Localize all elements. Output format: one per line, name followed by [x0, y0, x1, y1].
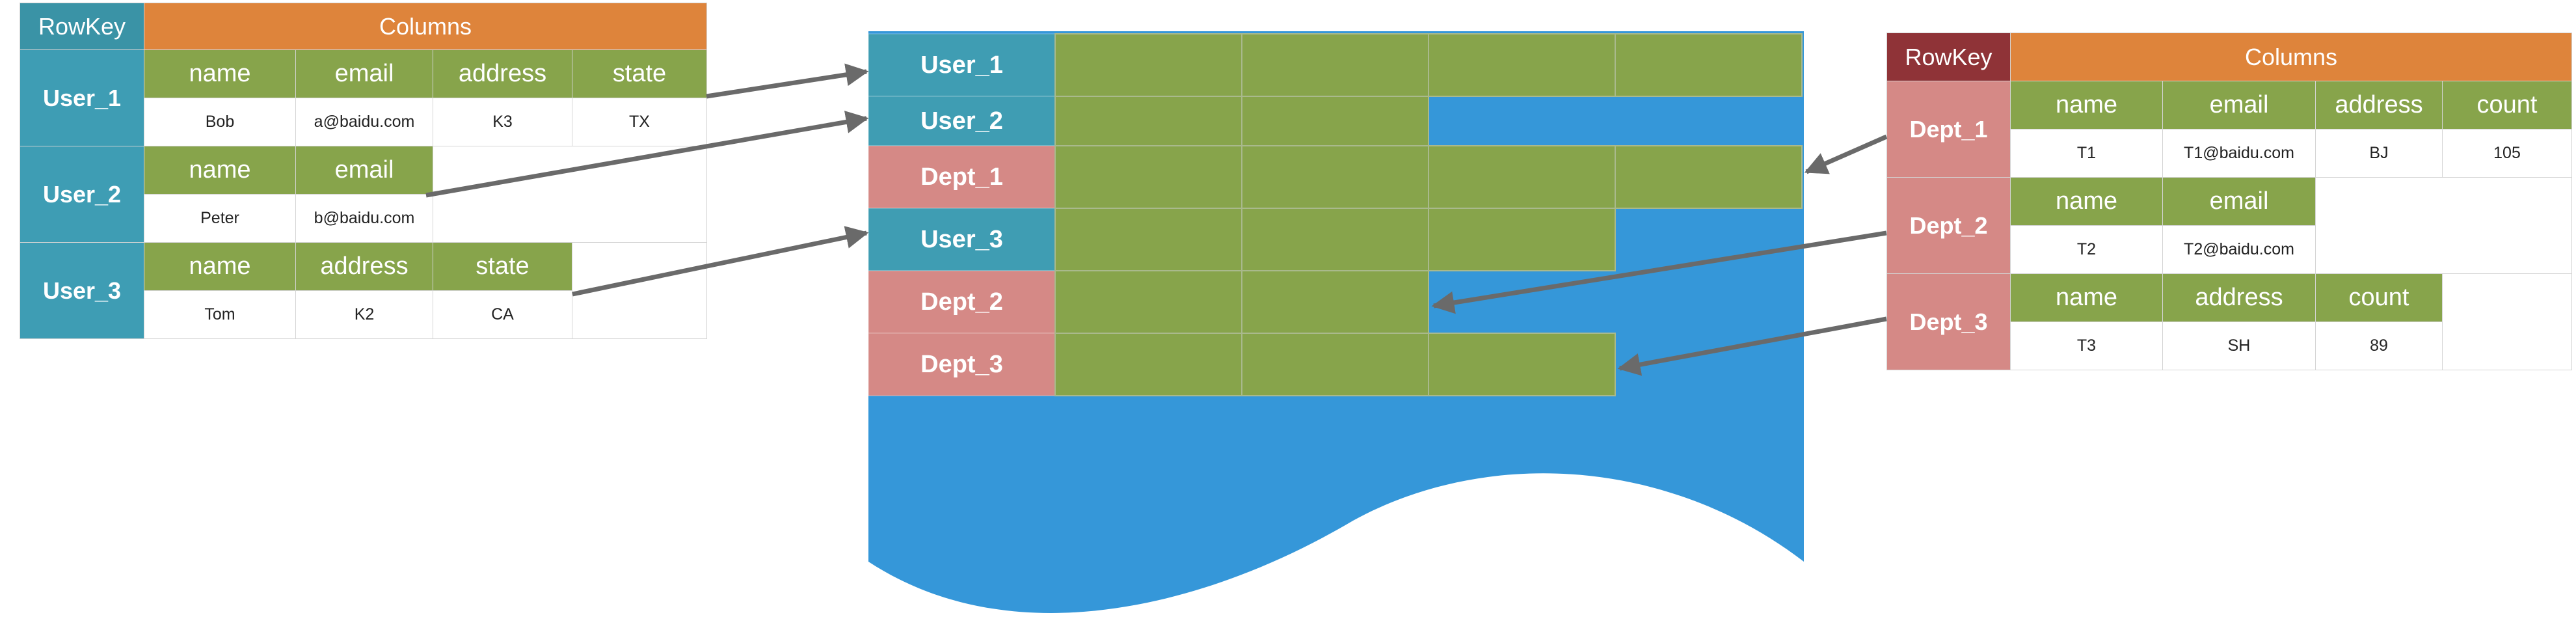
field-address: address [295, 242, 433, 291]
field-name: name [2010, 177, 2163, 226]
storage-cell [1241, 270, 1429, 334]
empty-cell [2315, 177, 2572, 274]
storage-cell [1615, 33, 1803, 97]
storage-rowkey-label: User_3 [920, 225, 1003, 253]
storage-rowkey-label: Dept_2 [920, 288, 1003, 316]
arrows [425, 63, 1888, 376]
storage-cell [1241, 208, 1429, 271]
value-state: TX [572, 98, 707, 146]
storage-cell [1054, 96, 1242, 146]
storage-rowkey-user-3 [868, 208, 1056, 271]
storage-rowkey-dept-1 [868, 145, 1056, 209]
value-count: 89 [2315, 322, 2443, 370]
storage-cell [1241, 333, 1429, 396]
storage-rowkey-user-1 [868, 33, 1056, 97]
columns-header: Columns [2010, 33, 2572, 81]
field-name: name [144, 146, 296, 195]
field-email: email [2162, 81, 2316, 130]
arrow-dept-1 [1804, 134, 1888, 174]
field-address: address [2315, 81, 2443, 130]
storage-cell [1054, 208, 1242, 271]
storage-rowkey-dept-2 [868, 270, 1056, 334]
field-address: address [433, 49, 572, 98]
storage-cell [1054, 145, 1242, 209]
arrow-user-1 [706, 63, 869, 99]
value-address: SH [2162, 322, 2316, 370]
storage-cell [1428, 208, 1616, 271]
arrow-user-2 [425, 111, 869, 198]
rowkey-dept-1: Dept_1 [1886, 81, 2011, 178]
rowkey-user-3: User_3 [20, 242, 144, 339]
value-name: T1 [2010, 129, 2163, 178]
arrow-dept-3 [1617, 316, 1887, 376]
storage-cell [1241, 145, 1429, 209]
value-state: CA [433, 290, 572, 339]
storage-rowkey-user-2 [868, 96, 1056, 146]
field-name: name [2010, 81, 2163, 130]
rowkey-dept-2: Dept_2 [1886, 177, 2011, 274]
value-email: T2@baidu.com [2162, 225, 2316, 274]
value-name: Tom [144, 290, 296, 339]
rowkey-header: RowKey [20, 3, 144, 50]
value-address: K3 [433, 98, 572, 146]
rowkey-dept-3: Dept_3 [1886, 273, 2011, 370]
value-address: K2 [295, 290, 433, 339]
storage-cell [1615, 145, 1803, 209]
storage-cell [1428, 145, 1616, 209]
storage-rowkey-label: User_2 [920, 107, 1003, 135]
storage-rowkey-label: Dept_1 [920, 163, 1003, 191]
storage-cell [1241, 33, 1429, 97]
field-name: name [144, 242, 296, 291]
storage-rowkey-label: Dept_3 [920, 350, 1003, 378]
field-name: name [144, 49, 296, 98]
field-state: state [572, 49, 707, 98]
value-name: T2 [2010, 225, 2163, 274]
empty-cell [2442, 273, 2572, 370]
storage-cell [1054, 270, 1242, 334]
columns-header: Columns [144, 3, 707, 50]
value-email: T1@baidu.com [2162, 129, 2316, 178]
storage-rows [868, 33, 1803, 396]
storage-rowkey-dept-3 [868, 333, 1056, 396]
rowkey-user-2: User_2 [20, 146, 144, 243]
storage-cell [1241, 96, 1429, 146]
value-name: Bob [144, 98, 296, 146]
field-email: email [295, 49, 433, 98]
rowkey-user-1: User_1 [20, 49, 144, 146]
value-name: Peter [144, 194, 296, 243]
storage-cell [1428, 33, 1616, 97]
user-table: RowKey Columns User_1 name email address… [20, 3, 707, 339]
arrow-user-3 [572, 226, 869, 297]
storage-cell [1428, 333, 1616, 396]
value-count: 105 [2442, 129, 2572, 178]
value-email: b@baidu.com [295, 194, 433, 243]
field-address: address [2162, 273, 2316, 322]
value-address: BJ [2315, 129, 2443, 178]
storage-cell [1054, 333, 1242, 396]
arrow-dept-2 [1431, 230, 1887, 314]
field-state: state [433, 242, 572, 291]
field-count: count [2315, 273, 2443, 322]
value-email: a@baidu.com [295, 98, 433, 146]
value-name: T3 [2010, 322, 2163, 370]
storage-cell [1054, 33, 1242, 97]
field-email: email [2162, 177, 2316, 226]
dept-table: RowKey Columns Dept_1 name email address… [1886, 33, 2572, 370]
storage-rowkey-label: User_1 [920, 51, 1003, 79]
